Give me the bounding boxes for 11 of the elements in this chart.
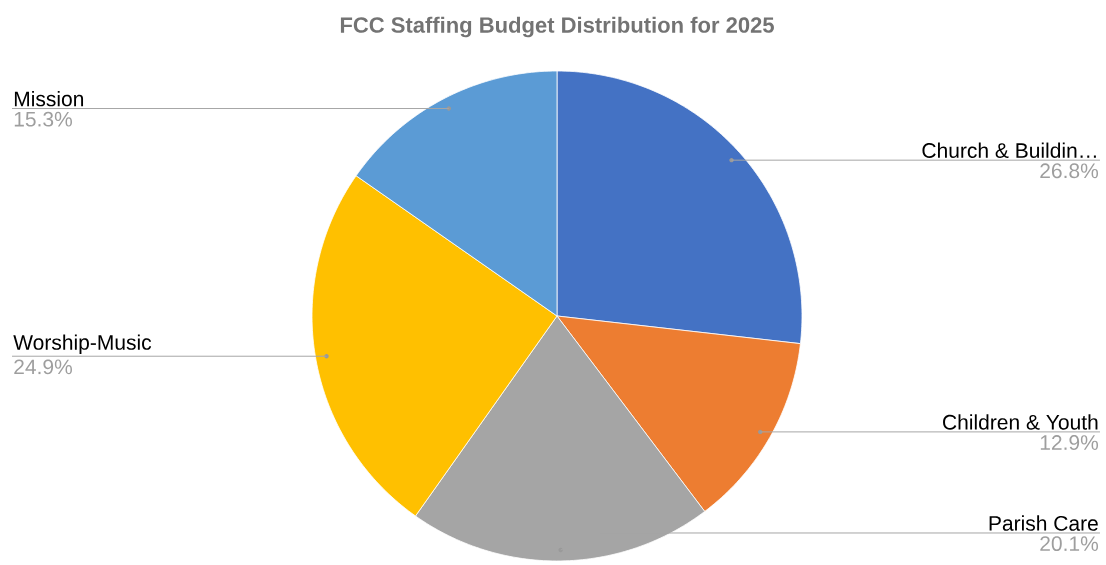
data-label: 24.9% [14,359,73,375]
slice-label: Church & Buildin… [922,142,1096,158]
chart-title: FCC Staffing Budget Distribution for 2025 [340,16,774,38]
data-label: 26.8% [1040,163,1099,179]
slice-label: Parish Care [989,515,1098,531]
data-label: 20.1% [1040,536,1099,552]
slice-label: Mission [14,90,84,107]
slice-label: Children & Youth [943,414,1098,430]
data-label: 15.3% [14,111,73,127]
slice-label: Worship-Music [13,334,152,355]
data-label: 12.9% [1040,435,1099,450]
